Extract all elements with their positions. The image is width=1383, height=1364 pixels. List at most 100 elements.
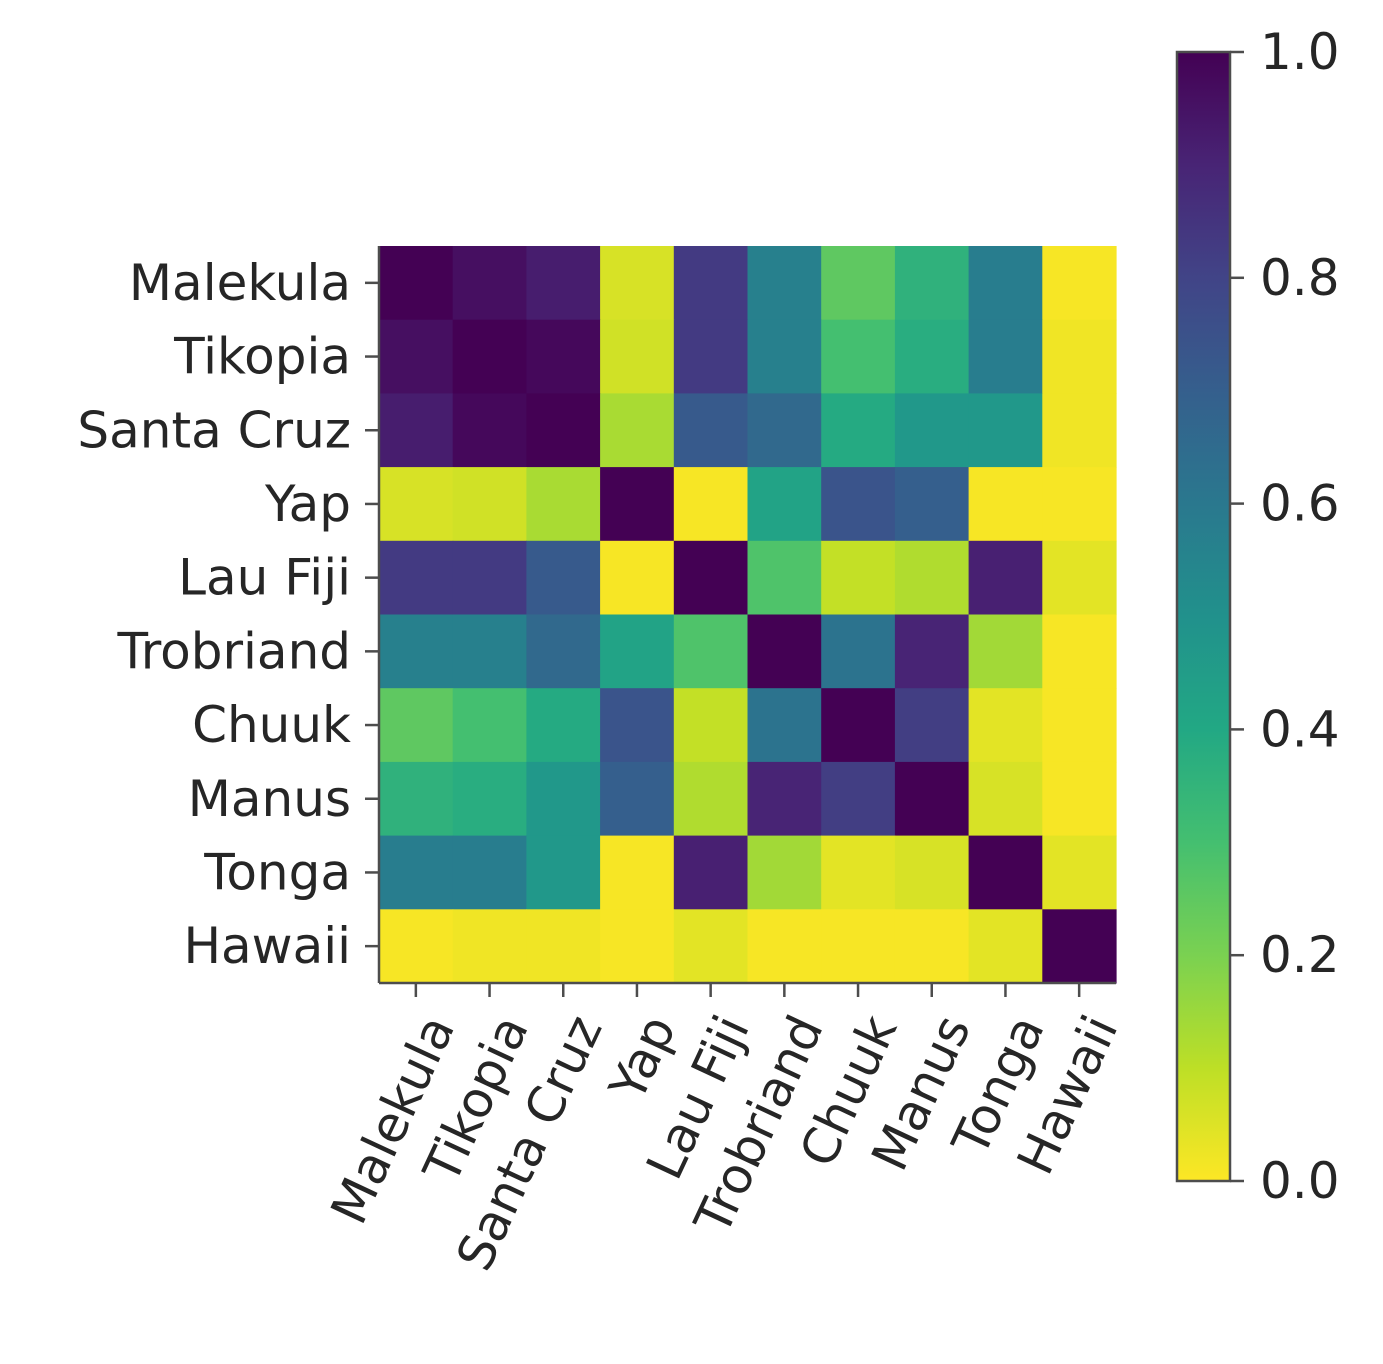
heatmap-cell bbox=[968, 688, 1043, 763]
heatmap-cell bbox=[747, 393, 822, 468]
heatmap-cell bbox=[1042, 393, 1117, 468]
y-tick-label: Tikopia bbox=[173, 328, 351, 386]
heatmap-cell bbox=[673, 246, 749, 321]
y-tick-label: Manus bbox=[188, 770, 351, 828]
heatmap-cell bbox=[1042, 835, 1117, 910]
heatmap-cell bbox=[526, 540, 601, 616]
heatmap-cell bbox=[821, 688, 896, 763]
heatmap-cell bbox=[452, 909, 527, 984]
heatmap-cell bbox=[894, 761, 970, 837]
heatmap-cell bbox=[894, 909, 970, 984]
heatmap-cell bbox=[452, 467, 527, 542]
heatmap-cell bbox=[747, 246, 822, 321]
heatmap-cell bbox=[600, 761, 675, 837]
y-tick-label: Santa Cruz bbox=[77, 401, 351, 459]
heatmap-cell bbox=[821, 319, 896, 394]
colorbar-tick-label: 0.6 bbox=[1260, 475, 1340, 533]
heatmap-cell bbox=[1042, 319, 1117, 394]
heatmap-cell bbox=[379, 467, 454, 542]
heatmap-cell bbox=[600, 246, 675, 321]
heatmap-cell bbox=[1042, 540, 1117, 616]
heatmap-cell bbox=[600, 688, 675, 763]
y-tick-label: Hawaii bbox=[183, 917, 351, 975]
heatmap-cell bbox=[821, 467, 896, 542]
heatmap-cell bbox=[821, 246, 896, 321]
heatmap-cell bbox=[673, 835, 749, 910]
heatmap-cell bbox=[821, 540, 896, 616]
heatmap-cell bbox=[894, 614, 970, 689]
heatmap-cell bbox=[526, 614, 601, 689]
heatmap-cell bbox=[968, 761, 1043, 837]
heatmap-cell bbox=[673, 761, 749, 837]
heatmap-cell bbox=[894, 540, 970, 616]
heatmap-cell bbox=[673, 688, 749, 763]
heatmap-cell bbox=[600, 540, 675, 616]
heatmap-cell bbox=[968, 614, 1043, 689]
heatmap-cell bbox=[968, 835, 1043, 910]
heatmap-cell bbox=[379, 761, 454, 837]
heatmap-cell bbox=[452, 835, 527, 910]
heatmap-cell bbox=[526, 688, 601, 763]
heatmap-cell bbox=[747, 761, 822, 837]
heatmap-cell bbox=[526, 467, 601, 542]
heatmap-cell bbox=[673, 909, 749, 984]
colorbar-scale bbox=[1175, 50, 1232, 1183]
y-tick-label: Trobriand bbox=[117, 622, 352, 680]
heatmap-cell bbox=[452, 319, 527, 394]
heatmap-cell bbox=[379, 246, 454, 321]
heatmap-cell bbox=[526, 393, 601, 468]
heatmap-cell bbox=[452, 688, 527, 763]
heatmap-cell bbox=[821, 761, 896, 837]
heatmap-cell bbox=[747, 319, 822, 394]
colorbar: 0.0 0.2 0.4 0.6 0.8 1.0 bbox=[1175, 23, 1340, 1210]
heatmap-cell bbox=[1042, 688, 1117, 763]
heatmap-cell bbox=[673, 319, 749, 394]
heatmap-cell bbox=[747, 688, 822, 763]
colorbar-tick-label: 0.8 bbox=[1260, 249, 1340, 307]
heatmap-cell bbox=[526, 761, 601, 837]
heatmap-cell bbox=[526, 835, 601, 910]
heatmap-cell bbox=[379, 835, 454, 910]
heatmap-cell bbox=[821, 835, 896, 910]
heatmap-cell bbox=[1042, 761, 1117, 837]
y-tick-label: Malekula bbox=[129, 254, 351, 312]
heatmap-cell bbox=[452, 614, 527, 689]
heatmap-cell bbox=[821, 614, 896, 689]
heatmap-cell bbox=[526, 246, 601, 321]
heatmap-cell bbox=[526, 319, 601, 394]
heatmap-cell bbox=[1042, 909, 1117, 984]
heatmap-cell bbox=[968, 246, 1043, 321]
heatmap-cell bbox=[379, 319, 454, 394]
heatmap-cell bbox=[894, 246, 970, 321]
y-tick-label: Yap bbox=[264, 475, 351, 533]
heatmap-cell bbox=[747, 614, 822, 689]
heatmap-cell bbox=[600, 614, 675, 689]
heatmap-cell bbox=[379, 540, 454, 616]
heatmap-cell bbox=[673, 614, 749, 689]
heatmap-cell bbox=[1042, 614, 1117, 689]
heatmap-cell bbox=[747, 467, 822, 542]
heatmap-cell bbox=[526, 909, 601, 984]
heatmap-cell bbox=[747, 909, 822, 984]
heatmap-cell bbox=[968, 540, 1043, 616]
heatmap-plot-area: Malekula Tikopia Santa Cruz Yap Lau Fiji Trob… bbox=[77, 246, 1129, 1279]
heatmap-cell bbox=[1042, 246, 1117, 321]
heatmap-cell bbox=[452, 540, 527, 616]
heatmap-cell bbox=[968, 393, 1043, 468]
heatmap-cell bbox=[600, 835, 675, 910]
heatmap-cell bbox=[894, 467, 970, 542]
heatmap-cell bbox=[673, 540, 749, 616]
heatmap-cell bbox=[673, 467, 749, 542]
y-tick-label: Tonga bbox=[203, 843, 351, 901]
colorbar-tick-label: 0.0 bbox=[1260, 1152, 1340, 1210]
heatmap-cell bbox=[600, 467, 675, 542]
heatmap-cell bbox=[600, 393, 675, 468]
heatmap-cell bbox=[894, 688, 970, 763]
heatmap-cell bbox=[1042, 467, 1117, 542]
heatmap-cell bbox=[452, 761, 527, 837]
y-tick-label: Lau Fiji bbox=[178, 549, 351, 607]
heatmap-cell bbox=[379, 393, 454, 468]
y-tick-label: Chuuk bbox=[192, 696, 351, 754]
heatmap-cell bbox=[673, 393, 749, 468]
